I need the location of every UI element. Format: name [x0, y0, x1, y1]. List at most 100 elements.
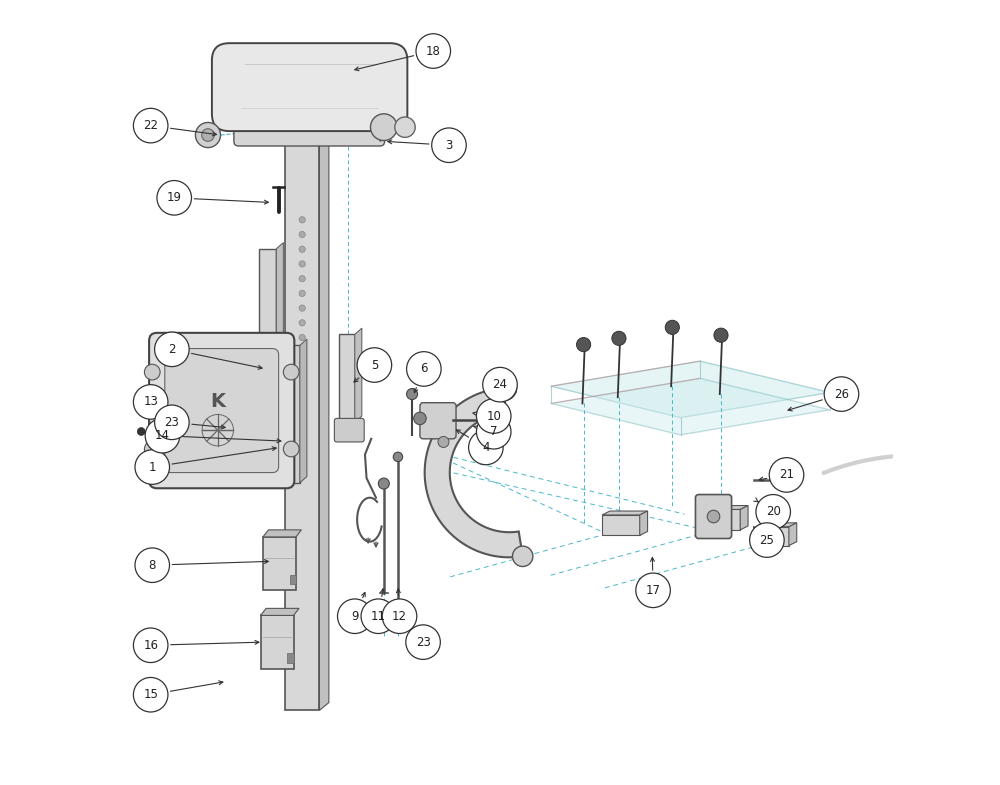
Circle shape — [133, 385, 168, 419]
Circle shape — [769, 458, 804, 492]
Circle shape — [476, 414, 511, 449]
Circle shape — [438, 436, 449, 447]
Polygon shape — [602, 515, 640, 535]
Polygon shape — [319, 133, 329, 710]
Circle shape — [299, 217, 305, 223]
FancyBboxPatch shape — [234, 113, 385, 146]
Text: 12: 12 — [392, 610, 407, 623]
Bar — [339, 334, 355, 422]
Polygon shape — [789, 523, 797, 546]
Text: 17: 17 — [646, 584, 661, 597]
Text: 1: 1 — [148, 461, 156, 473]
Circle shape — [824, 377, 859, 411]
Text: 6: 6 — [420, 363, 428, 375]
Bar — [290, 575, 296, 584]
Text: 26: 26 — [834, 388, 849, 400]
Circle shape — [137, 428, 145, 436]
Circle shape — [707, 510, 720, 523]
FancyBboxPatch shape — [149, 333, 294, 488]
Bar — [284, 345, 300, 483]
Circle shape — [338, 599, 372, 633]
Polygon shape — [740, 506, 748, 530]
Polygon shape — [640, 511, 648, 535]
Polygon shape — [225, 114, 400, 126]
Circle shape — [407, 389, 418, 400]
Circle shape — [476, 399, 511, 433]
Circle shape — [135, 450, 170, 484]
Circle shape — [414, 412, 426, 425]
Polygon shape — [756, 523, 797, 527]
Circle shape — [202, 129, 214, 141]
Circle shape — [492, 375, 517, 400]
Bar — [285, 141, 319, 710]
Circle shape — [378, 478, 389, 489]
Polygon shape — [703, 509, 740, 530]
Text: 23: 23 — [164, 416, 179, 429]
Circle shape — [407, 352, 441, 386]
Polygon shape — [380, 111, 388, 141]
Circle shape — [665, 320, 679, 334]
Circle shape — [144, 441, 160, 457]
Text: 20: 20 — [766, 506, 781, 518]
Text: 11: 11 — [371, 610, 386, 623]
Circle shape — [636, 573, 670, 608]
Text: 9: 9 — [351, 610, 359, 623]
Circle shape — [432, 128, 466, 162]
Text: 19: 19 — [167, 192, 182, 204]
Circle shape — [393, 452, 403, 462]
Circle shape — [195, 122, 221, 148]
Polygon shape — [602, 511, 648, 515]
Text: 13: 13 — [143, 396, 158, 408]
Text: 3: 3 — [445, 139, 453, 152]
Circle shape — [370, 114, 397, 141]
Circle shape — [283, 364, 299, 380]
Text: 8: 8 — [149, 559, 156, 571]
Circle shape — [299, 276, 305, 282]
Text: 2: 2 — [168, 343, 176, 356]
FancyBboxPatch shape — [334, 418, 364, 442]
Circle shape — [416, 34, 451, 68]
Circle shape — [157, 181, 191, 215]
Circle shape — [299, 305, 305, 312]
Circle shape — [357, 348, 392, 382]
Polygon shape — [551, 361, 830, 418]
Circle shape — [406, 625, 440, 659]
Text: 15: 15 — [143, 688, 158, 701]
Circle shape — [145, 418, 180, 453]
FancyBboxPatch shape — [695, 495, 732, 539]
Text: K: K — [210, 392, 225, 411]
Polygon shape — [355, 328, 362, 422]
Circle shape — [714, 328, 728, 342]
FancyBboxPatch shape — [165, 349, 279, 473]
Polygon shape — [756, 527, 789, 546]
Text: 25: 25 — [759, 534, 774, 546]
Circle shape — [155, 332, 189, 367]
Circle shape — [133, 677, 168, 712]
Polygon shape — [703, 506, 748, 509]
Circle shape — [299, 319, 305, 326]
Circle shape — [750, 523, 784, 557]
Text: 22: 22 — [143, 119, 158, 132]
FancyBboxPatch shape — [420, 403, 456, 439]
Polygon shape — [425, 388, 523, 557]
Circle shape — [756, 495, 790, 529]
Circle shape — [612, 331, 626, 345]
Text: 14: 14 — [155, 429, 170, 442]
Circle shape — [299, 246, 305, 253]
Polygon shape — [263, 530, 301, 537]
Polygon shape — [551, 378, 830, 435]
Text: 5: 5 — [371, 359, 378, 371]
Circle shape — [395, 117, 415, 137]
Circle shape — [133, 108, 168, 143]
Bar — [287, 653, 294, 663]
Circle shape — [361, 599, 396, 633]
Bar — [259, 249, 276, 371]
Text: 10: 10 — [486, 410, 501, 422]
Circle shape — [135, 548, 170, 582]
Circle shape — [577, 338, 591, 352]
Text: 18: 18 — [426, 45, 441, 57]
Circle shape — [299, 290, 305, 297]
Circle shape — [775, 474, 787, 487]
Polygon shape — [261, 608, 299, 615]
Text: 23: 23 — [416, 636, 431, 648]
